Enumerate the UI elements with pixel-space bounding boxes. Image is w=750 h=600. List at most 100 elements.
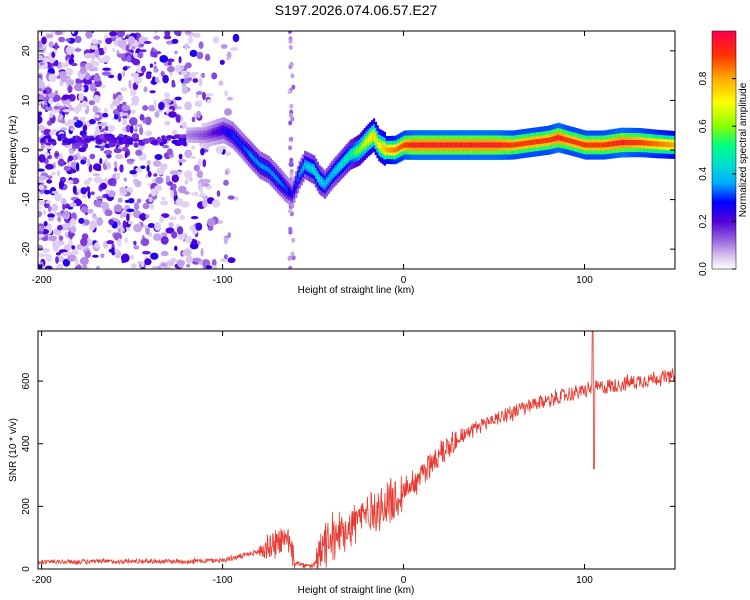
ridge-cell: [278, 179, 282, 185]
noise-blob: [107, 190, 116, 198]
ridge-cell: [275, 175, 278, 181]
noise-blob: [62, 203, 66, 211]
noise-blob: [154, 154, 163, 160]
noise-blob: [184, 101, 193, 111]
noise-blob: [166, 58, 175, 63]
ridge-cell: [673, 142, 675, 148]
noise-blob: [50, 31, 56, 34]
colorbar-tick-label: 0.2: [698, 214, 709, 228]
noise-blob: [169, 170, 179, 176]
noise-blob: [54, 193, 63, 202]
ridge-cell: [233, 134, 236, 140]
y-tick-label: 600: [21, 372, 32, 389]
ridge-cell: [454, 142, 457, 148]
snr-frame: [37, 330, 676, 570]
ridge-cell: [595, 142, 598, 148]
noise-blob: [48, 41, 54, 48]
noise-blob: [69, 107, 75, 111]
y-tick-label: -10: [21, 192, 32, 207]
noise-blob: [153, 99, 157, 109]
noise-blob: [188, 35, 193, 45]
ridge-cell: [503, 142, 506, 148]
ridge-cell: [427, 142, 430, 148]
noise-blob: [136, 80, 140, 85]
noise-blob: [125, 124, 131, 133]
noise-blob: [127, 36, 136, 45]
noise-blob: [288, 208, 293, 214]
noise-blob: [135, 149, 143, 156]
noise-blob: [160, 70, 165, 77]
x-tick-label: 100: [576, 275, 593, 286]
noise-blob: [74, 257, 79, 267]
noise-blob: [160, 200, 169, 206]
y-tick-label: -20: [21, 242, 32, 257]
ridge-cell: [204, 133, 207, 138]
noise-blob: [190, 192, 196, 196]
noise-blob: [290, 73, 295, 79]
noise-blob: [40, 57, 50, 61]
noise-blob: [86, 158, 91, 168]
noise-blob: [154, 31, 159, 34]
noise-blob: [83, 180, 91, 186]
noise-blob: [184, 178, 189, 185]
ridge-cell: [219, 128, 222, 134]
noise-blob: [121, 104, 131, 112]
noise-blob: [117, 197, 123, 203]
ridge-cell: [533, 139, 537, 145]
ridge-cell: [320, 178, 323, 184]
noise-blob: [43, 189, 51, 195]
noise-blob: [38, 102, 42, 106]
noise-blob: [92, 105, 99, 113]
noise-blob: [71, 31, 75, 34]
noise-blob: [73, 250, 79, 256]
ridge-cell: [537, 139, 540, 145]
ridge-cell: [483, 142, 486, 148]
noise-blob: [54, 42, 58, 50]
noise-blob: [150, 252, 159, 260]
noise-blob: [287, 255, 292, 261]
noise-blob: [45, 142, 52, 146]
noise-blob: [289, 113, 293, 119]
ridge-cell: [666, 142, 669, 148]
noise-blob: [52, 240, 61, 250]
ridge-cell: [215, 129, 218, 135]
noise-blob: [133, 202, 140, 211]
noise-blob: [291, 84, 296, 90]
ridge-cell: [222, 127, 226, 133]
noise-blob: [174, 208, 182, 215]
noise-blob: [117, 146, 124, 150]
ridge-cell: [504, 142, 508, 148]
ridge-cell: [635, 140, 638, 146]
noise-blob: [227, 257, 236, 264]
noise-blob: [112, 182, 116, 187]
ridge-cell: [403, 142, 407, 148]
noise-blob: [81, 86, 85, 92]
noise-blob: [48, 97, 53, 105]
ridge-cell: [302, 165, 305, 171]
noise-blob: [112, 48, 116, 52]
noise-blob: [80, 159, 87, 165]
noise-blob: [172, 140, 179, 144]
noise-blob: [173, 245, 178, 251]
noise-blob: [151, 76, 156, 85]
noise-blob: [143, 86, 148, 93]
noise-blob: [132, 52, 139, 58]
noise-blob: [191, 145, 195, 150]
noise-blob: [108, 124, 114, 133]
noise-blob: [174, 96, 182, 101]
noise-blob: [93, 216, 99, 220]
ridge-cell: [575, 140, 578, 146]
noise-blob: [196, 170, 204, 179]
noise-blob: [56, 75, 61, 79]
ridge-cell: [544, 138, 548, 144]
noise-blob: [124, 144, 130, 148]
noise-blob: [61, 120, 66, 124]
noise-blob: [76, 137, 83, 143]
ridge-cell: [409, 142, 412, 148]
noise-blob: [80, 187, 87, 195]
noise-blob: [98, 133, 105, 140]
noise-blob: [184, 170, 193, 179]
noise-blob: [117, 37, 122, 41]
ridge-cell: [542, 138, 546, 144]
noise-blob: [219, 59, 225, 65]
